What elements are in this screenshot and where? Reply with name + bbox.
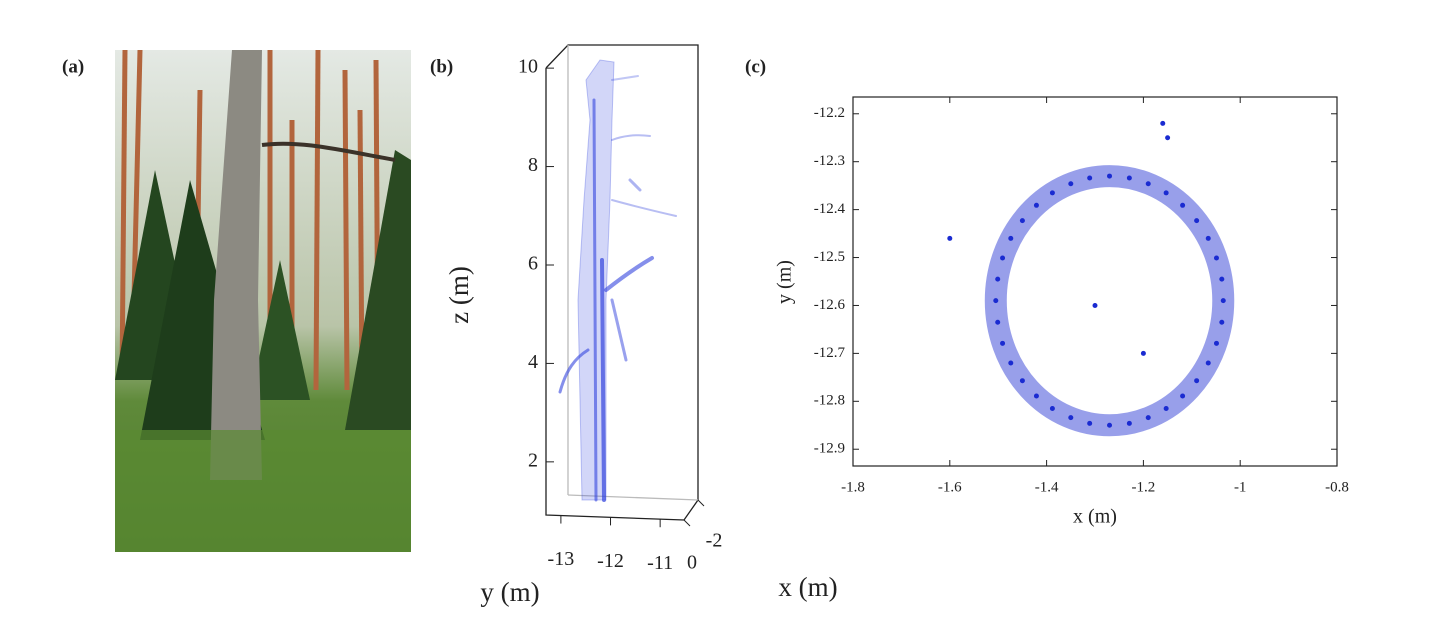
scatter-point: [1163, 405, 1169, 411]
scatter-point: [1180, 393, 1186, 399]
y-tick-label: -12.9: [814, 441, 845, 457]
density-band: [984, 165, 1235, 437]
scatter-point: [1087, 175, 1093, 181]
x-axis-label: x (m): [778, 572, 837, 602]
scatter-point: [1008, 235, 1014, 241]
x-tick-label: -1.8: [841, 479, 865, 495]
z-tick-label: 2: [528, 449, 538, 471]
scatter-point: [1107, 173, 1113, 179]
panel-label: (a): [62, 56, 84, 77]
scatter-point: [1165, 135, 1171, 141]
scatter-point: [995, 276, 1001, 282]
scatter-point: [1019, 218, 1025, 224]
y-tick-label: -11: [647, 552, 673, 574]
y-tick-label: -12.7: [814, 345, 846, 361]
scatter-point: [1140, 350, 1146, 356]
scatter-point: [1019, 378, 1025, 384]
scatter-point: [1160, 120, 1166, 126]
x-tick-label: -1.2: [1132, 479, 1156, 495]
z-tick-label: 6: [528, 253, 538, 275]
scatter-point: [1163, 190, 1169, 196]
scatter-point: [1107, 422, 1113, 428]
scatter-point: [1068, 415, 1074, 421]
z-tick-label: 4: [528, 351, 538, 373]
scatter-point: [1194, 378, 1200, 384]
scatter-point: [1033, 393, 1039, 399]
plot-frame: [852, 96, 1338, 467]
scatter-point: [1213, 340, 1219, 346]
point-cloud: [558, 59, 677, 502]
z-tick-label: 8: [528, 154, 538, 176]
y-tick-label: -12.4: [814, 201, 846, 217]
axes-box-3d: [545, 44, 699, 521]
x-tick-label: 0: [687, 552, 697, 574]
z-axis-label: z (m): [444, 266, 474, 324]
scatter-point: [1180, 202, 1186, 208]
panel-label: (c): [745, 56, 766, 77]
z-tick-label: 10: [518, 56, 538, 78]
y-tick-label: -12: [597, 550, 624, 572]
tick-mark: [683, 519, 691, 527]
scatter-point: [1087, 420, 1093, 426]
scatter-point: [1000, 340, 1006, 346]
scatter-point: [1145, 181, 1151, 187]
scatter-point: [1033, 202, 1039, 208]
scatter-point: [1008, 360, 1014, 366]
scatter-point: [1126, 420, 1132, 426]
scatter-point: [1205, 235, 1211, 241]
scatter-point: [1213, 255, 1219, 261]
scatter-point: [1220, 298, 1226, 304]
scatter-point: [1145, 415, 1151, 421]
y-tick-label: -13: [548, 548, 575, 570]
scatter-point: [1219, 319, 1225, 325]
scatter-point: [1126, 175, 1132, 181]
y-axis-label: y (m): [480, 577, 539, 607]
x-axis-label: x (m): [1073, 506, 1117, 528]
scatter-point: [1000, 255, 1006, 261]
tick-mark: [697, 499, 705, 507]
scatter-point: [1219, 276, 1225, 282]
scatter-point: [1092, 302, 1098, 308]
scatter-point: [1205, 360, 1211, 366]
x-tick-label: -0.8: [1325, 479, 1349, 495]
scatter-point: [1049, 405, 1055, 411]
y-tick-label: -12.8: [814, 393, 845, 409]
scatter-point: [1068, 181, 1074, 187]
y-tick-label: -12.3: [814, 153, 845, 169]
x-tick-label: -1: [1234, 479, 1247, 495]
y-tick-label: -12.6: [814, 297, 846, 313]
y-axis-label: y (m): [774, 260, 796, 304]
forest-photo: [115, 49, 411, 552]
scatter-point: [995, 319, 1001, 325]
x-tick-label: -1.6: [938, 479, 962, 495]
scatter-point: [993, 298, 999, 304]
panel-label: (b): [430, 56, 453, 77]
x-tick-label: -1.4: [1035, 479, 1059, 495]
y-tick-label: -12.5: [814, 249, 845, 265]
scatter-point: [947, 235, 953, 241]
scatter-point: [1049, 190, 1055, 196]
scatter-point: [1194, 218, 1200, 224]
x-tick-label: -2: [706, 530, 723, 552]
y-tick-label: -12.2: [814, 105, 845, 121]
